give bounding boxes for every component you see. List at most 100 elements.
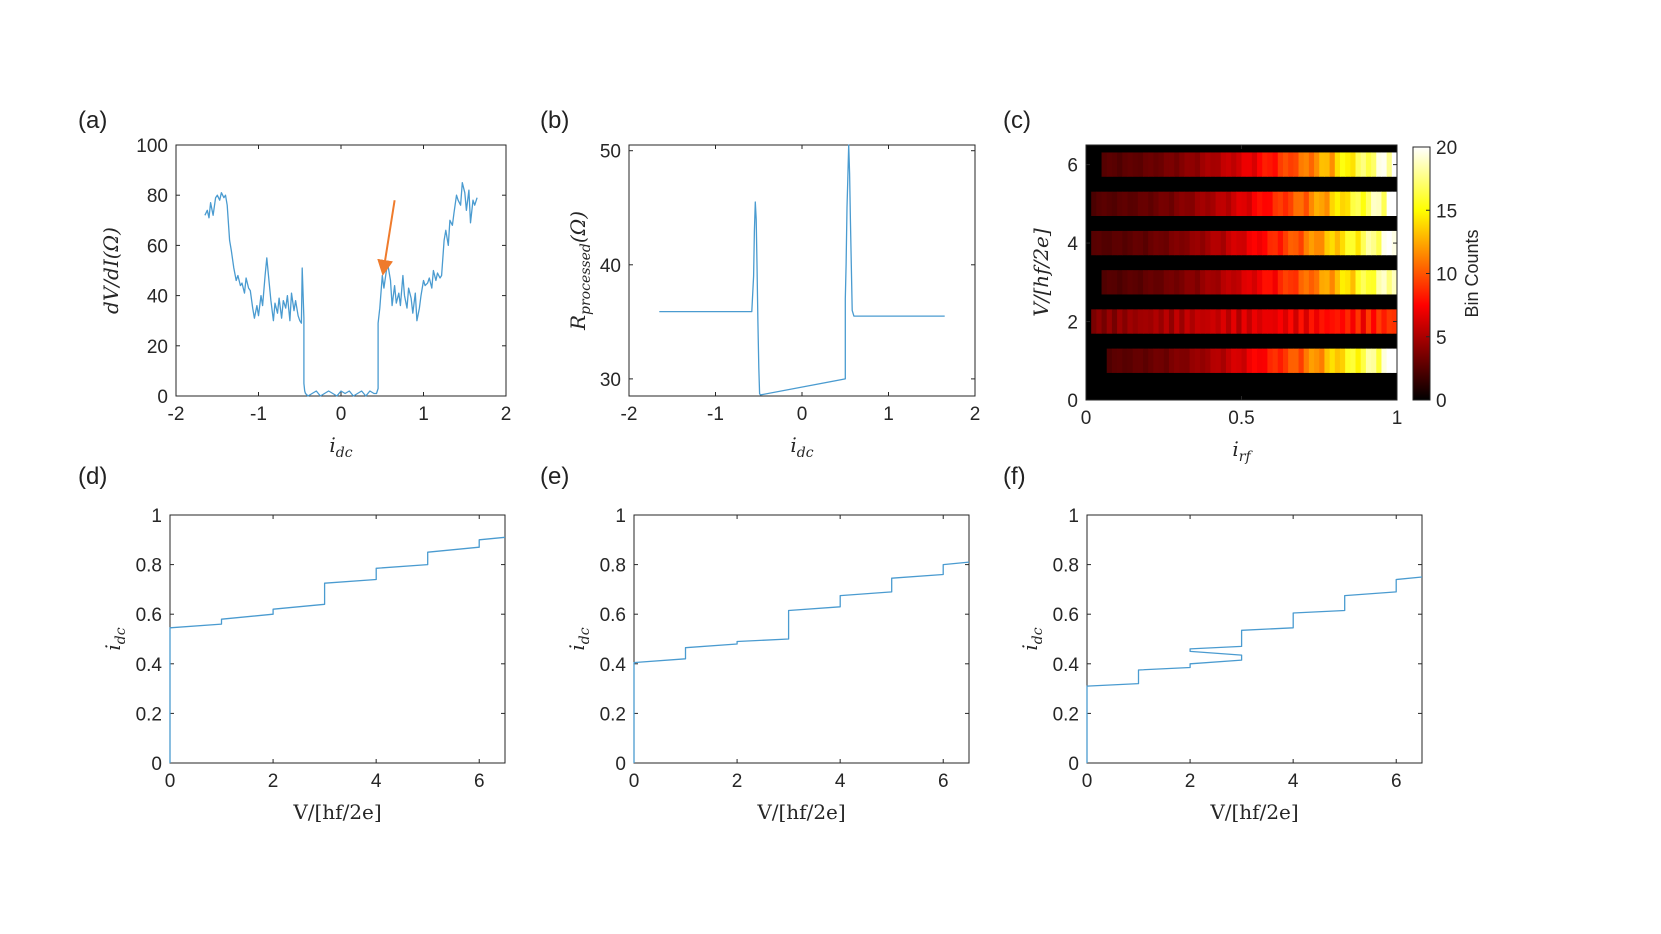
y-tick-label: 80 bbox=[147, 186, 168, 207]
heatmap-cell bbox=[1371, 270, 1377, 295]
x-tick-label: 2 bbox=[732, 771, 743, 792]
heatmap-cell bbox=[1350, 309, 1357, 334]
heatmap-cell bbox=[1132, 230, 1139, 256]
heatmap-cell bbox=[1257, 348, 1263, 373]
heatmap-cell bbox=[1225, 348, 1232, 373]
heatmap-cell bbox=[1303, 230, 1310, 256]
heatmap-cell bbox=[1111, 230, 1118, 256]
heatmap-cell bbox=[1106, 309, 1113, 334]
heatmap-cell bbox=[1220, 152, 1227, 177]
heatmap-cell bbox=[1143, 152, 1149, 177]
heatmap-cell bbox=[1345, 152, 1351, 177]
heatmap-cell bbox=[1143, 270, 1149, 295]
heatmap-cell bbox=[1272, 270, 1279, 295]
heatmap-cell bbox=[1251, 152, 1258, 177]
heatmap-cell bbox=[1293, 191, 1300, 217]
x-tick-label: 4 bbox=[1288, 771, 1299, 792]
y-tick-label: 20 bbox=[147, 337, 168, 358]
heatmap-cell bbox=[1236, 191, 1242, 217]
heatmap-cell bbox=[1163, 152, 1170, 177]
y-axis-label: Rprocessed(Ω) bbox=[566, 211, 594, 331]
heatmap-cell bbox=[1215, 230, 1222, 256]
heatmap-cell bbox=[1231, 348, 1237, 373]
heatmap-cell bbox=[1355, 152, 1362, 177]
x-tick-label: 0.5 bbox=[1228, 408, 1254, 429]
heatmap-cell bbox=[1381, 230, 1388, 256]
heatmap-cell bbox=[1200, 270, 1206, 295]
heatmap-cell bbox=[1288, 191, 1294, 217]
colorbar-tick-label: 15 bbox=[1436, 201, 1457, 222]
heatmap-cell bbox=[1111, 152, 1118, 177]
heatmap-cell bbox=[1334, 309, 1341, 334]
colorbar-tick-label: 5 bbox=[1436, 328, 1447, 349]
panel-f: (f) 0 2 4 6 0 0.2 0.4 0.6 0.8 1 V/[hf/2e] idc bbox=[1003, 463, 1423, 824]
heatmap-cell bbox=[1163, 348, 1170, 373]
heatmap-cell bbox=[1117, 230, 1123, 256]
heatmap-cell bbox=[1194, 191, 1201, 217]
heatmap-cell bbox=[1339, 270, 1346, 295]
heatmap-cell bbox=[1101, 191, 1108, 217]
heatmap-cell bbox=[1225, 152, 1232, 177]
heatmap-cell bbox=[1298, 191, 1305, 217]
heatmap-cell bbox=[1350, 191, 1357, 217]
heatmap-cell bbox=[1205, 230, 1211, 256]
heatmap-cell bbox=[1158, 270, 1165, 295]
heatmap-cell bbox=[1179, 191, 1185, 217]
heatmap-cell bbox=[1272, 230, 1279, 256]
heatmap-cell bbox=[1360, 348, 1367, 373]
panel-label: (c) bbox=[1003, 107, 1031, 134]
heatmap-cell bbox=[1132, 152, 1139, 177]
heatmap-cell bbox=[1298, 152, 1305, 177]
heatmap-cell bbox=[1360, 152, 1367, 177]
heatmap-cell bbox=[1360, 191, 1367, 217]
heatmap-cell bbox=[1215, 348, 1222, 373]
heatmap-cell bbox=[1329, 270, 1336, 295]
panel-b: (b) -2 -1 0 1 2 30 40 50 idc Rprocessed(Ω) bbox=[540, 107, 980, 461]
heatmap-cell bbox=[1205, 309, 1211, 334]
heatmap-cell bbox=[1246, 270, 1253, 295]
heatmap-cell bbox=[1376, 270, 1382, 295]
heatmap-cell bbox=[1391, 348, 1398, 373]
heatmap-cell bbox=[1386, 152, 1393, 177]
y-tick-label: 0.6 bbox=[1053, 605, 1079, 626]
heatmap-cell bbox=[1236, 152, 1242, 177]
heatmap-cell bbox=[1277, 152, 1284, 177]
heatmap-cell bbox=[1106, 230, 1113, 256]
heatmap-cell bbox=[1334, 191, 1341, 217]
heatmap-cell bbox=[1241, 309, 1248, 334]
heatmap-cell bbox=[1168, 348, 1175, 373]
heatmap-cell bbox=[1241, 191, 1248, 217]
axes-box bbox=[175, 144, 507, 397]
heatmap-cell bbox=[1339, 191, 1346, 217]
heatmap-cell bbox=[1267, 152, 1274, 177]
y-tick-label: 1 bbox=[1068, 506, 1079, 527]
heatmap-cell bbox=[1251, 309, 1258, 334]
heatmap-cell bbox=[1137, 270, 1144, 295]
y-tick-label: 1 bbox=[151, 506, 162, 527]
heatmap-cell bbox=[1220, 309, 1227, 334]
heatmap-cell bbox=[1101, 230, 1108, 256]
heatmap-cell bbox=[1339, 309, 1346, 334]
heatmap-cell bbox=[1298, 309, 1305, 334]
heatmap-cell bbox=[1111, 191, 1118, 217]
heatmap-cell bbox=[1381, 309, 1388, 334]
heatmap-cell bbox=[1215, 191, 1222, 217]
y-tick-label: 0.8 bbox=[600, 556, 626, 577]
heatmap-cell bbox=[1241, 230, 1248, 256]
heatmap-cell bbox=[1257, 230, 1263, 256]
heatmap-cell bbox=[1189, 348, 1196, 373]
heatmap-cell bbox=[1371, 309, 1377, 334]
heatmap-cell bbox=[1365, 309, 1372, 334]
heatmap-cell bbox=[1241, 270, 1248, 295]
heatmap-cell bbox=[1277, 270, 1284, 295]
heatmap-cell bbox=[1371, 152, 1377, 177]
heatmap-cell bbox=[1122, 230, 1128, 256]
y-axis-label: idc bbox=[565, 627, 593, 650]
x-tick-label: 2 bbox=[268, 771, 279, 792]
heatmap-cell bbox=[1179, 348, 1185, 373]
axes-box bbox=[1086, 514, 1423, 764]
series-line bbox=[659, 144, 945, 396]
heatmap-cell bbox=[1314, 191, 1320, 217]
series-line bbox=[1086, 576, 1423, 763]
